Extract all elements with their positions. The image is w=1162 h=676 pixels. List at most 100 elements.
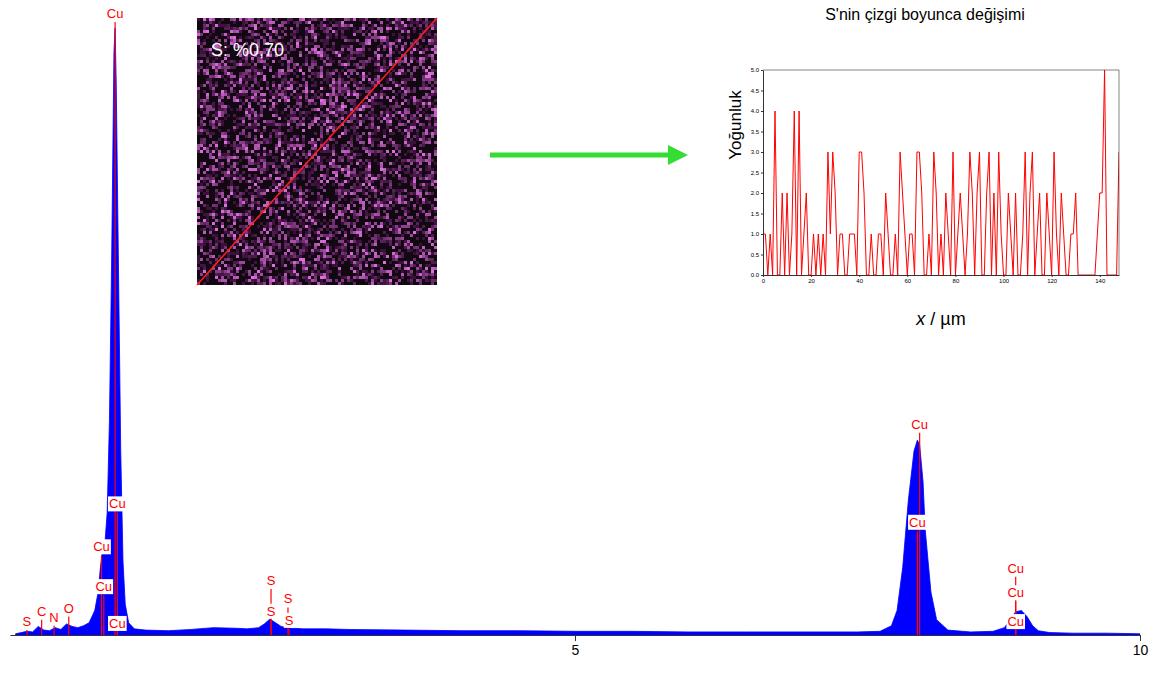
map-pixel xyxy=(221,108,224,111)
map-pixel xyxy=(239,108,242,111)
map-pixel xyxy=(296,45,299,48)
map-pixel xyxy=(251,21,254,24)
map-pixel xyxy=(266,63,269,66)
map-pixel xyxy=(251,141,254,144)
map-pixel xyxy=(422,57,425,60)
map-pixel xyxy=(386,27,389,30)
map-pixel xyxy=(359,81,362,84)
map-pixel xyxy=(368,87,371,90)
map-pixel xyxy=(425,102,428,105)
map-pixel xyxy=(401,69,404,72)
map-pixel xyxy=(392,81,395,84)
map-pixel xyxy=(203,144,206,147)
map-pixel xyxy=(257,27,260,30)
map-pixel xyxy=(338,27,341,30)
map-pixel xyxy=(197,90,200,93)
map-pixel xyxy=(347,90,350,93)
map-pixel xyxy=(290,147,293,150)
map-pixel xyxy=(209,75,212,78)
map-pixel xyxy=(311,30,314,33)
map-pixel xyxy=(257,156,260,159)
map-pixel xyxy=(284,150,287,153)
map-pixel xyxy=(335,141,338,144)
map-pixel xyxy=(293,120,296,123)
map-pixel xyxy=(233,84,236,87)
map-pixel xyxy=(212,150,215,153)
map-pixel xyxy=(296,117,299,120)
map-pixel xyxy=(398,144,401,147)
map-pixel xyxy=(320,114,323,117)
map-pixel xyxy=(248,141,251,144)
map-pixel xyxy=(299,105,302,108)
map-pixel xyxy=(197,66,200,69)
map-pixel xyxy=(353,132,356,135)
map-pixel xyxy=(353,153,356,156)
map-pixel xyxy=(335,24,338,27)
map-pixel xyxy=(245,126,248,129)
map-pixel xyxy=(320,81,323,84)
map-pixel xyxy=(359,141,362,144)
map-pixel xyxy=(332,48,335,51)
map-pixel xyxy=(263,60,266,63)
map-pixel xyxy=(239,132,242,135)
map-pixel xyxy=(329,105,332,108)
map-pixel xyxy=(203,105,206,108)
map-pixel xyxy=(215,81,218,84)
map-pixel xyxy=(305,87,308,90)
map-pixel xyxy=(233,75,236,78)
map-pixel xyxy=(335,99,338,102)
map-pixel xyxy=(395,111,398,114)
map-pixel xyxy=(251,90,254,93)
map-pixel xyxy=(290,18,293,21)
map-pixel xyxy=(368,138,371,141)
map-pixel xyxy=(197,150,200,153)
map-pixel xyxy=(365,102,368,105)
map-pixel xyxy=(407,90,410,93)
map-pixel xyxy=(245,27,248,30)
label-patch xyxy=(106,6,125,21)
map-pixel xyxy=(251,24,254,27)
map-pixel xyxy=(281,69,284,72)
map-pixel xyxy=(365,87,368,90)
map-pixel xyxy=(407,78,410,81)
map-pixel xyxy=(230,66,233,69)
map-pixel xyxy=(359,66,362,69)
map-pixel xyxy=(212,141,215,144)
map-pixel xyxy=(419,63,422,66)
map-pixel xyxy=(296,126,299,129)
map-pixel xyxy=(248,24,251,27)
map-pixel xyxy=(281,24,284,27)
map-pixel xyxy=(266,81,269,84)
map-pixel xyxy=(287,147,290,150)
map-pixel xyxy=(230,144,233,147)
map-pixel xyxy=(230,60,233,63)
map-pixel xyxy=(200,123,203,126)
map-pixel xyxy=(296,27,299,30)
map-pixel xyxy=(206,24,209,27)
map-pixel xyxy=(332,69,335,72)
map-pixel xyxy=(197,105,200,108)
map-pixel xyxy=(257,147,260,150)
map-pixel xyxy=(257,69,260,72)
map-pixel xyxy=(305,81,308,84)
map-pixel xyxy=(272,21,275,24)
map-pixel xyxy=(326,108,329,111)
map-pixel xyxy=(404,87,407,90)
map-pixel xyxy=(242,21,245,24)
map-pixel xyxy=(200,54,203,57)
map-pixel xyxy=(251,108,254,111)
map-pixel xyxy=(257,96,260,99)
map-pixel xyxy=(404,153,407,156)
map-pixel xyxy=(320,120,323,123)
map-pixel xyxy=(314,60,317,63)
map-pixel xyxy=(434,42,437,45)
map-pixel xyxy=(347,27,350,30)
map-pixel xyxy=(236,27,239,30)
map-pixel xyxy=(353,30,356,33)
map-pixel xyxy=(242,144,245,147)
map-pixel xyxy=(227,24,230,27)
map-pixel xyxy=(368,132,371,135)
map-pixel xyxy=(413,150,416,153)
map-pixel xyxy=(431,57,434,60)
map-pixel xyxy=(341,108,344,111)
